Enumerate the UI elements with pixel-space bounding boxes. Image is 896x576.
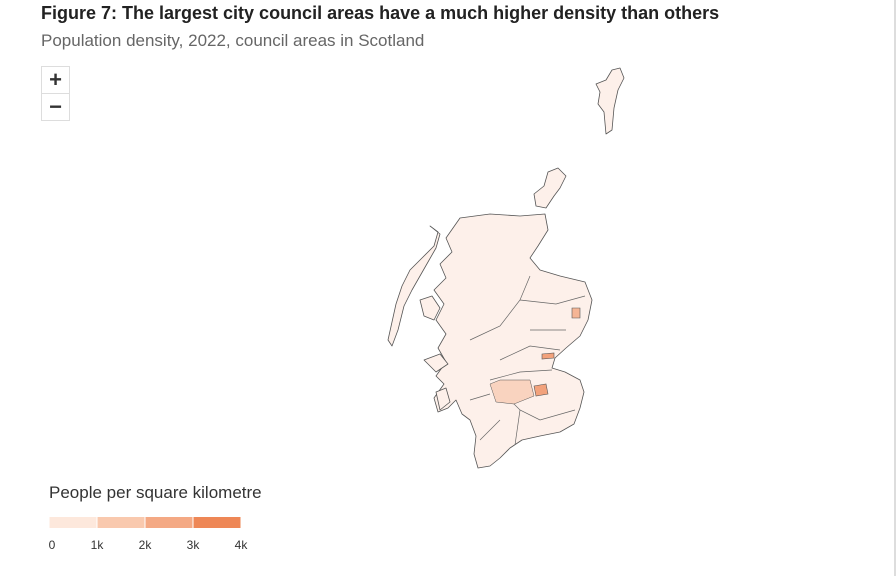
orkney: [533, 167, 567, 209]
shetland: [595, 67, 625, 135]
legend-swatch: [97, 517, 145, 528]
mainland: [433, 213, 593, 469]
zoom-out[interactable]: −: [42, 93, 69, 120]
zoom-control: + −: [41, 66, 70, 121]
edinburgh: [533, 383, 549, 397]
subtitle: Population density, 2022, council areas …: [41, 31, 425, 50]
central-belt: [489, 379, 535, 405]
legend-swatch: [145, 517, 193, 528]
scotland-map: [387, 67, 625, 469]
dundee: [541, 352, 555, 360]
western-isles: [387, 225, 441, 347]
legend-tick-label: 1k: [91, 538, 105, 552]
aberdeen: [571, 307, 581, 319]
legend-swatch: [49, 517, 97, 528]
zoom-in[interactable]: +: [49, 67, 62, 92]
legend-swatch: [193, 517, 241, 528]
legend-tick-label: 2k: [139, 538, 153, 552]
mull: [423, 353, 449, 373]
skye: [419, 295, 441, 321]
legend-title: People per square kilometre: [49, 483, 262, 502]
boundaries: [469, 275, 586, 446]
islay: [435, 387, 451, 411]
legend: 0 1k 2k 3k 4k: [48, 517, 249, 552]
legend-tick-label: 3k: [187, 538, 201, 552]
title: Figure 7: The largest city council areas…: [41, 3, 720, 23]
legend-tick-label: 4k: [235, 538, 249, 552]
legend-tick-label: 0: [49, 538, 56, 552]
